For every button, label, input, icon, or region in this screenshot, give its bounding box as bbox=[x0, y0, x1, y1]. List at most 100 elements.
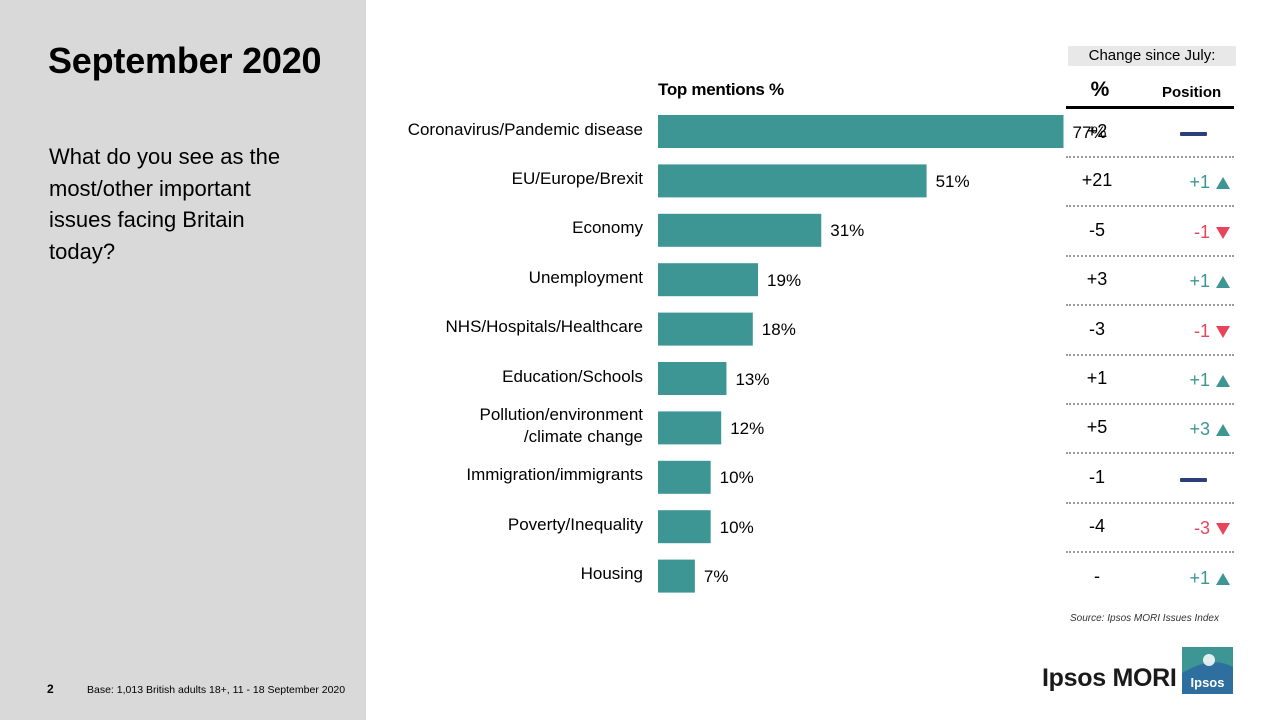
bar bbox=[658, 213, 822, 247]
row-separator bbox=[1066, 156, 1234, 158]
position-value: -3 bbox=[1193, 518, 1210, 539]
category-label: Pollution/environment/climate change bbox=[479, 404, 643, 446]
pct-change: -1 bbox=[1088, 466, 1105, 487]
position-value: +1 bbox=[1189, 567, 1210, 588]
value-label: 19% bbox=[767, 270, 802, 290]
pct-change: -5 bbox=[1088, 219, 1105, 240]
left-panel bbox=[0, 0, 366, 720]
value-label: 51% bbox=[935, 171, 970, 191]
change-row: +2 bbox=[1066, 117, 1234, 147]
bar bbox=[658, 263, 759, 297]
issues-bar-chart: Top mentions % Coronavirus/Pandemic dise… bbox=[366, 0, 1280, 720]
bar bbox=[658, 460, 711, 494]
change-row: +5 +3 bbox=[1066, 413, 1234, 443]
category-label: Economy bbox=[572, 218, 643, 238]
svg-text:Ipsos: Ipsos bbox=[1191, 675, 1225, 690]
position-change: +1 bbox=[1156, 369, 1234, 391]
value-label: 18% bbox=[761, 320, 796, 340]
brand-wordmark: Ipsos MORI bbox=[1042, 664, 1177, 692]
change-since-header: Change since July: bbox=[1068, 46, 1236, 66]
value-label: 10% bbox=[719, 517, 754, 537]
change-row: +21 +1 bbox=[1066, 166, 1234, 196]
row-separator bbox=[1066, 205, 1234, 208]
arrow-up-icon bbox=[1216, 177, 1230, 190]
category-label: Coronavirus/Pandemic disease bbox=[407, 119, 643, 139]
position-change: +1 bbox=[1156, 171, 1234, 193]
position-value: +3 bbox=[1189, 419, 1210, 440]
change-row: - +1 bbox=[1066, 562, 1234, 592]
value-label: 12% bbox=[730, 418, 765, 438]
arrow-down-icon bbox=[1216, 523, 1230, 536]
pct-change: +21 bbox=[1081, 170, 1113, 191]
arrow-up-icon bbox=[1216, 572, 1230, 585]
row-separator bbox=[1066, 304, 1234, 307]
arrow-down-icon bbox=[1216, 226, 1230, 239]
position-value: +1 bbox=[1189, 370, 1210, 390]
value-label: 77% bbox=[1072, 122, 1107, 142]
bar bbox=[658, 411, 722, 445]
row-separator bbox=[1066, 254, 1234, 257]
value-label: 13% bbox=[735, 369, 770, 389]
pct-change: -3 bbox=[1088, 318, 1105, 339]
bar bbox=[658, 164, 927, 198]
position-change: +1 bbox=[1156, 270, 1234, 292]
category-label: NHS/Hospitals/Healthcare bbox=[445, 317, 643, 337]
category-label: Immigration/immigrants bbox=[466, 465, 643, 485]
pct-change: +3 bbox=[1086, 269, 1108, 290]
pct-change: +1 bbox=[1086, 368, 1108, 388]
change-row: -1 bbox=[1066, 463, 1234, 493]
arrow-up-icon bbox=[1216, 276, 1230, 289]
pct-change: +5 bbox=[1086, 417, 1108, 438]
row-separator bbox=[1066, 501, 1234, 504]
change-row: +3 +1 bbox=[1066, 265, 1234, 295]
chart-title: Top mentions % bbox=[658, 80, 784, 99]
bar bbox=[658, 312, 753, 346]
category-label: Education/Schools bbox=[502, 366, 643, 386]
bar bbox=[658, 115, 1064, 148]
change-row: -5 -1 bbox=[1066, 216, 1234, 246]
position-change: -1 bbox=[1156, 320, 1234, 342]
row-separator bbox=[1066, 551, 1234, 554]
change-row: +1 +1 bbox=[1066, 364, 1234, 394]
pct-change: -4 bbox=[1088, 516, 1105, 537]
bars-svg bbox=[658, 115, 1064, 593]
pct-change: +2 bbox=[1086, 121, 1108, 141]
value-label: 7% bbox=[703, 567, 729, 587]
position-change: +1 bbox=[1156, 567, 1234, 589]
ipsos-logo: Ipsos bbox=[1182, 647, 1233, 694]
value-label: 31% bbox=[830, 221, 865, 241]
category-label: EU/Europe/Brexit bbox=[511, 168, 643, 188]
value-label: 10% bbox=[719, 468, 754, 488]
position-value: +1 bbox=[1189, 172, 1210, 193]
row-separator bbox=[1066, 452, 1234, 455]
bar bbox=[658, 510, 711, 544]
row-separator bbox=[1066, 403, 1234, 405]
source-note: Source: Ipsos MORI Issues Index bbox=[1070, 613, 1219, 624]
change-row: -4 -3 bbox=[1066, 512, 1234, 542]
position-change: -1 bbox=[1156, 221, 1234, 243]
arrow-up-icon bbox=[1216, 424, 1230, 437]
base-note: Base: 1,013 British adults 18+, 11 - 18 … bbox=[87, 684, 346, 696]
position-value: -1 bbox=[1193, 221, 1210, 242]
position-value: +1 bbox=[1189, 271, 1210, 292]
category-label: Poverty/Inequality bbox=[507, 514, 643, 534]
position-change bbox=[1156, 122, 1234, 144]
bar bbox=[658, 559, 695, 593]
survey-question: What do you see as the most/other import… bbox=[49, 144, 281, 264]
pct-change: - bbox=[1094, 565, 1100, 586]
arrow-up-icon bbox=[1216, 375, 1230, 387]
position-change: -3 bbox=[1156, 517, 1234, 539]
bar bbox=[658, 362, 727, 395]
slide-title: September 2020 bbox=[48, 40, 322, 81]
category-label: Unemployment bbox=[528, 267, 643, 287]
position-column-header: Position bbox=[1162, 84, 1222, 101]
position-change: +3 bbox=[1156, 418, 1234, 440]
category-label: Housing bbox=[580, 564, 643, 584]
no-change-dash-icon bbox=[1180, 477, 1207, 482]
page-number: 2 bbox=[47, 682, 54, 696]
pct-column-header: % bbox=[1090, 78, 1110, 101]
position-value: -1 bbox=[1193, 320, 1210, 341]
row-separator bbox=[1066, 353, 1234, 356]
header-rule bbox=[1066, 106, 1234, 109]
change-row: -3 -1 bbox=[1066, 315, 1234, 345]
